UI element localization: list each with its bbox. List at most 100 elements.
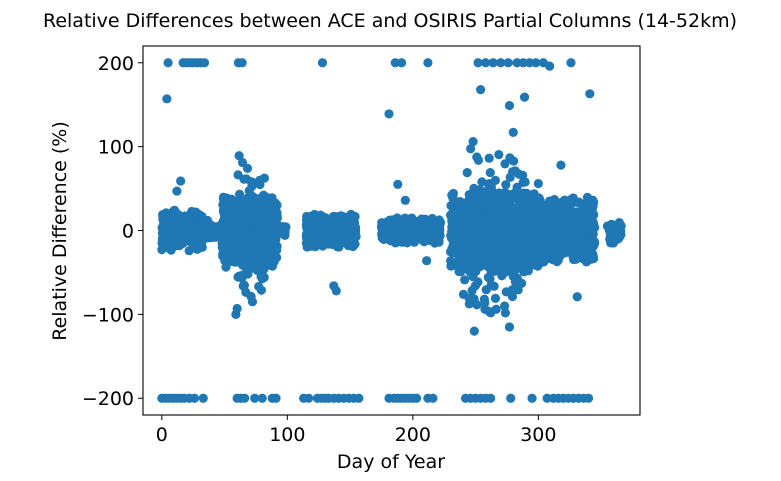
data-point [221, 236, 231, 246]
data-point [258, 193, 268, 203]
data-point [171, 221, 181, 231]
data-point [560, 195, 570, 205]
data-point [259, 272, 269, 282]
data-point [189, 208, 199, 218]
data-point [389, 230, 400, 240]
data-point [250, 393, 260, 403]
data-point [354, 393, 364, 403]
data-point [302, 238, 312, 248]
data-point [572, 292, 582, 302]
data-point [470, 201, 480, 212]
data-point [500, 267, 510, 277]
data-point [569, 214, 579, 224]
y-tick-label: −100 [82, 304, 134, 326]
data-point [486, 218, 496, 228]
data-point [232, 241, 243, 251]
data-point [252, 237, 262, 247]
data-point [254, 281, 264, 292]
data-point [517, 278, 527, 288]
data-point [481, 58, 491, 68]
data-point [486, 393, 496, 403]
data-point [519, 188, 529, 198]
data-point [185, 225, 195, 236]
data-point [503, 58, 513, 68]
data-point [249, 262, 259, 273]
data-point [479, 294, 489, 304]
data-point [535, 209, 545, 220]
data-point [504, 322, 515, 332]
data-point [351, 231, 361, 242]
data-point [233, 170, 243, 180]
data-point [239, 280, 249, 290]
data-point [448, 260, 459, 270]
data-point [468, 137, 478, 147]
data-point [469, 220, 479, 230]
data-point [412, 393, 422, 403]
data-point [475, 195, 485, 205]
data-point [208, 223, 218, 233]
data-point [242, 261, 252, 271]
data-point [508, 127, 518, 137]
data-point [548, 255, 558, 265]
data-point [533, 178, 543, 189]
data-point [549, 204, 559, 214]
data-point [496, 58, 506, 68]
data-point [484, 256, 494, 266]
data-point [545, 61, 555, 71]
x-axis: 0 100 200 300 [156, 415, 556, 446]
data-point [164, 243, 175, 253]
data-point [198, 228, 208, 238]
data-point [280, 228, 290, 238]
data-point [469, 183, 479, 193]
data-point [577, 219, 588, 230]
data-point [234, 189, 245, 199]
data-point [400, 195, 410, 205]
data-point [448, 246, 458, 256]
data-point [570, 233, 580, 243]
data-point [570, 243, 580, 253]
data-point [247, 297, 258, 307]
data-point [331, 286, 341, 296]
data-point [174, 231, 184, 241]
data-point [482, 231, 492, 241]
data-point [518, 213, 528, 224]
data-point [545, 234, 555, 245]
data-point [480, 304, 490, 314]
data-point [514, 169, 524, 179]
data-point [417, 214, 428, 224]
data-point [237, 58, 247, 68]
x-axis-label: Day of Year [337, 451, 445, 473]
data-point [422, 256, 432, 266]
x-tick-label: 100 [269, 424, 305, 446]
data-point [485, 274, 495, 284]
data-point [608, 229, 618, 239]
data-point [513, 260, 523, 270]
data-point [585, 89, 595, 99]
data-point [238, 270, 248, 280]
data-point [241, 228, 251, 238]
data-point [377, 221, 387, 231]
data-point [198, 393, 208, 403]
data-point [483, 184, 494, 194]
data-point [498, 197, 508, 208]
data-point [447, 190, 457, 200]
data-point [179, 237, 190, 247]
data-point [501, 180, 511, 190]
data-point [199, 221, 209, 231]
data-point [267, 211, 277, 221]
data-point [259, 173, 269, 183]
x-tick-label: 0 [156, 424, 168, 446]
data-point [519, 267, 529, 277]
data-point [461, 246, 471, 256]
data-point [561, 238, 571, 248]
data-point [464, 258, 475, 268]
data-point [518, 199, 529, 209]
data-point [349, 214, 359, 224]
data-point [511, 212, 521, 222]
data-point [508, 233, 519, 243]
data-point [484, 197, 494, 207]
data-point [246, 244, 256, 255]
data-point [494, 245, 505, 255]
data-point [234, 208, 244, 218]
data-point [189, 393, 200, 403]
